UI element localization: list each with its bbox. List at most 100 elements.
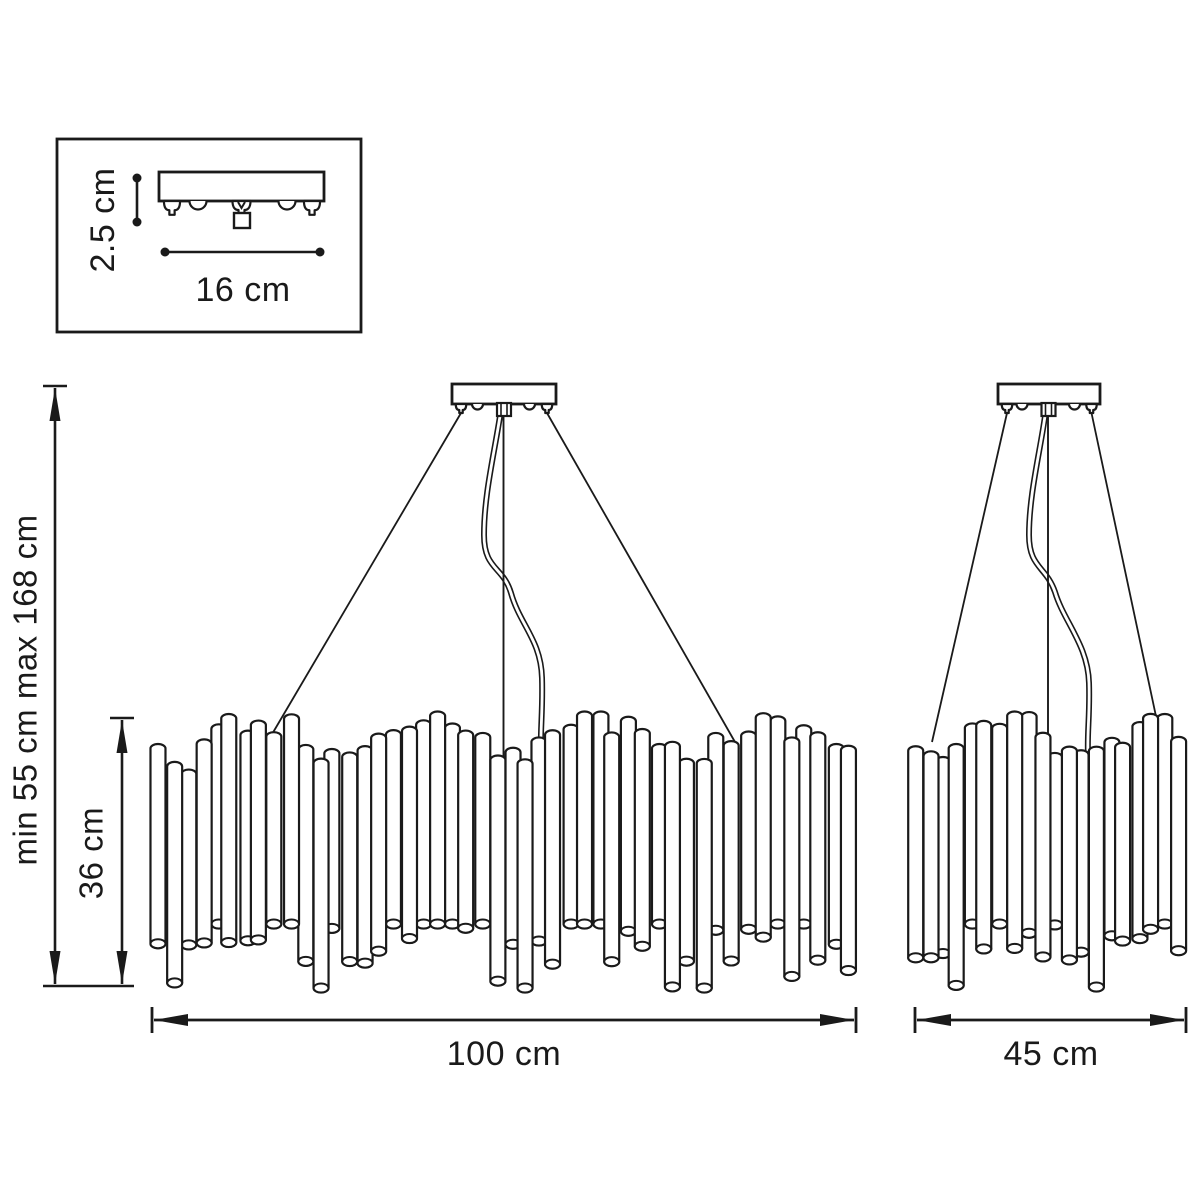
suspension-cable [546,412,740,750]
tube-bottom-rim [603,956,621,968]
body-height-dimension: 36 cm [73,716,134,984]
mount-pin [540,402,554,415]
inset-width-dimension: 16 cm [160,247,325,309]
tube-bottom-rim [265,918,283,930]
tube-bottom-rim [1060,954,1078,966]
tube-bottom-rim [429,918,447,930]
suspension-tube [839,744,858,977]
mount-pin [454,402,468,415]
tube-bottom-rim [907,952,925,964]
suspension-tube [1060,745,1079,966]
tube-bottom-rim [922,952,940,964]
hook-notch [237,201,246,210]
cord-fitting-inner [1044,402,1053,417]
tube-bottom-rim [677,955,695,967]
small-chandelier [907,382,1188,993]
tube-bottom-rim [991,918,1009,930]
suspension-tube [312,757,330,994]
suspension-tube [429,710,447,930]
suspension-tube [922,750,940,964]
suspension-tube [783,736,801,982]
suspension-tube [195,738,213,949]
mount-ring [277,200,297,211]
tube-bottom-rim [415,918,433,930]
tube-bottom-rim [544,958,562,970]
suspension-tube [575,710,594,930]
tube-bottom-rim [1020,927,1038,939]
suspension-tube [265,731,283,930]
tube-bottom-rim [249,934,267,946]
mount-ring [1067,403,1082,411]
tube-bottom-rim [283,918,301,930]
large-width-dimension: 100 cm [150,1007,858,1073]
suspension-tube [907,745,925,964]
overall-height-label: min 55 cm max 168 cm [7,514,44,865]
suspension-tube [1087,745,1105,993]
tube-bottom-rim [663,981,681,993]
suspension-tube [1114,741,1132,947]
suspension-tube [297,743,315,967]
tube-bottom-rim [166,977,184,989]
suspension-cable [1090,412,1165,755]
suspension-tube [149,742,167,950]
tube-bottom-rim [1131,933,1149,945]
tube-bottom-rim [769,918,787,930]
tube-bottom-rim [1170,945,1188,957]
tube-bottom-rim [180,939,198,951]
small-width-label: 45 cm [1003,1035,1098,1073]
tube-bottom-rim [384,918,402,930]
tube-bottom-rim [1006,942,1024,954]
large-chandelier [149,382,858,994]
suspension-tube [633,727,651,952]
tube-bottom-rim [633,940,651,952]
tube-bottom-rim [722,955,740,967]
tube-bottom-rim [740,923,758,935]
suspension-tube [282,713,301,930]
suspension-tube [722,740,740,967]
inset-height-dimension: 2.5 cm [84,167,142,273]
tube-bottom-rim [783,970,801,982]
power-cord-core [482,415,544,755]
mount-ring [188,200,208,211]
mount-pin [302,199,322,216]
tube-bottom-rim [975,943,993,955]
suspension-tube [1020,711,1038,939]
suspension-tube [384,729,403,930]
suspension-tube [1006,710,1024,954]
canopy-inset: 2.5 cm 16 cm [55,137,363,334]
tube-bottom-rim [370,945,388,957]
left-dimensions: min 55 cm max 168 cm 36 cm [7,384,134,988]
tube-bottom-rim [1142,923,1160,935]
suspension-tube [695,757,713,994]
suspension-tube [400,725,419,945]
suspension-tube [754,712,772,943]
suspension-tube [370,732,388,957]
tube-bottom-rim [400,933,418,945]
inset-height-label: 2.5 cm [84,167,122,272]
suspension-tube [220,712,238,949]
suspension-tube [415,719,433,930]
suspension-tube [489,754,507,987]
suspension-tube [1034,731,1052,963]
suspension-tube [1141,712,1160,935]
tube-bottom-rim [809,954,827,966]
mount-pin [162,199,182,216]
tube-bottom-rim [220,937,238,949]
tube-bottom-rim [341,956,359,968]
suspension-tube [947,742,965,991]
suspension-tube [991,722,1009,930]
tube-bottom-rim [474,918,492,930]
suspension-tube [249,719,267,946]
tube-bottom-rim [516,982,534,994]
suspension-tube [474,731,492,930]
mount-ring [470,403,485,411]
tube-bottom-rim [356,957,374,969]
power-cord-core [1027,415,1091,755]
canopy-plate [157,170,326,203]
suspension-cable [267,412,462,742]
tube-bottom-rim [1087,981,1105,993]
cord-fitting [495,401,513,418]
tube-bottom-rim [839,965,857,977]
